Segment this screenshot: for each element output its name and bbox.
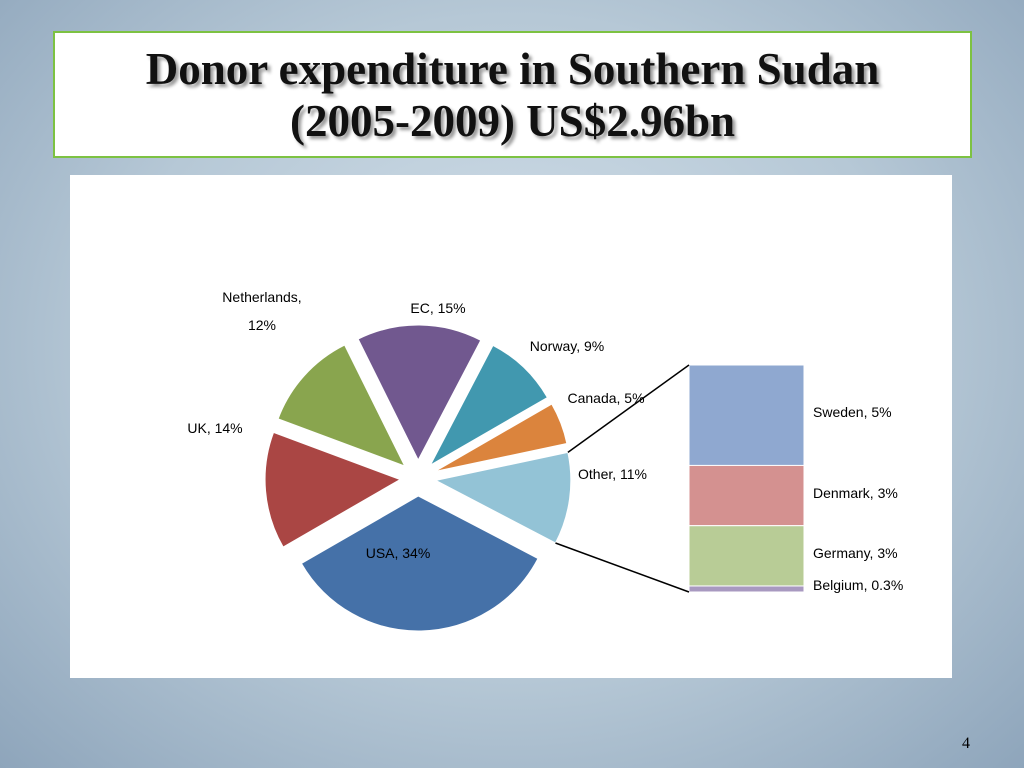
connector xyxy=(567,364,690,453)
pie-slice xyxy=(300,495,539,632)
pie-slice xyxy=(434,403,568,473)
bar-segment xyxy=(688,364,805,466)
slice-label: Other, 11% xyxy=(578,466,648,482)
pie-slice xyxy=(434,451,572,544)
slice-label: Canada, 5% xyxy=(567,390,645,406)
title-box: Donor expenditure in Southern Sudan (200… xyxy=(53,31,972,158)
connector xyxy=(555,542,690,593)
slice-label: EC, 15% xyxy=(410,300,466,316)
slice-label: Netherlands, 12% xyxy=(222,289,302,333)
bar-label: Belgium, 0.3% xyxy=(813,577,904,593)
slice-label: Norway, 9% xyxy=(529,338,605,354)
pie-slice xyxy=(429,344,549,467)
slice-label: UK, 14% xyxy=(187,420,243,436)
bar-label: Sweden, 5% xyxy=(813,404,892,420)
pie-slice xyxy=(264,431,402,548)
pie-slice xyxy=(277,344,406,467)
bar-segment xyxy=(688,585,805,593)
slide-title: Donor expenditure in Southern Sudan (200… xyxy=(145,43,880,146)
slide-number: 4 xyxy=(962,735,970,752)
pie-slice xyxy=(357,324,482,462)
bar-segment xyxy=(688,525,805,587)
slice-label: USA, 34% xyxy=(365,545,431,561)
bar-segment xyxy=(688,464,805,527)
bar-label: Denmark, 3% xyxy=(813,485,898,501)
bar-label: Germany, 3% xyxy=(813,545,898,561)
